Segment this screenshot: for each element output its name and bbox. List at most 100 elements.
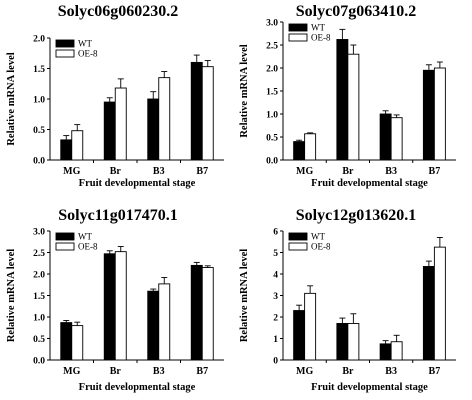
chart-title: Solyc11g017470.1 (58, 207, 178, 224)
bar-oe-8 (390, 341, 403, 361)
bar-wt (422, 69, 435, 161)
bar-wt (147, 98, 160, 161)
y-axis-label: Relative mRNA level (239, 249, 250, 342)
legend-swatch-wt (288, 23, 308, 32)
legend-swatch-wt (288, 232, 308, 241)
x-tick-label: Br (110, 366, 122, 377)
legend-label: OE-8 (78, 49, 98, 59)
y-tick-label: 5 (273, 249, 278, 259)
legend-label: WT (78, 232, 92, 242)
bar-oe-8 (201, 267, 214, 361)
legend-label: OE-8 (311, 242, 331, 252)
x-axis-label: Fruit developmental stage (311, 382, 428, 393)
x-tick-label: MG (63, 166, 80, 177)
bar-oe-8 (71, 130, 84, 161)
x-tick-label: B7 (196, 366, 208, 377)
bar-wt (147, 290, 160, 361)
x-tick-label: B3 (385, 366, 397, 377)
y-tick-label: 2.0 (33, 35, 45, 45)
bar-oe-8 (114, 87, 127, 161)
bar-oe-8 (433, 67, 446, 161)
y-tick-label: 3 (273, 292, 278, 302)
x-tick-label: Br (342, 366, 354, 377)
panel-3: Solyc11g017470.1 0.0 0.5 1.0 1.5 2.0 2.5 3.0 MG B… (6, 207, 224, 393)
y-tick-label: 0.5 (33, 335, 45, 345)
y-tick-label: 1.0 (266, 111, 278, 121)
bar-wt (422, 266, 435, 361)
chart-title: Solyc07g063410.2 (296, 3, 416, 20)
bar-wt (103, 253, 116, 361)
bar-wt (293, 310, 306, 361)
y-tick-label: 4 (273, 271, 278, 281)
y-tick-label: 1 (273, 335, 278, 345)
legend-label: WT (311, 23, 325, 33)
y-tick-label: 0 (273, 357, 278, 367)
x-axis-label: Fruit developmental stage (79, 178, 196, 189)
legend-swatch-wt (55, 232, 75, 241)
y-tick-label: 0.0 (33, 357, 45, 367)
chart-title: Solyc12g013620.1 (296, 207, 416, 224)
legend-label: WT (311, 232, 325, 242)
bar-oe-8 (71, 325, 84, 361)
bar-wt (190, 61, 203, 161)
bar-oe-8 (347, 323, 360, 361)
bar-oe-8 (433, 246, 446, 361)
legend-swatch-oe-8 (55, 49, 75, 58)
panel-2: Solyc07g063410.2 0.0 0.5 1.0 1.5 2.0 2.5 3.0 MG B… (239, 3, 456, 189)
y-axis-label: Relative mRNA level (6, 249, 17, 342)
y-tick-label: 2.0 (33, 271, 45, 281)
legend-swatch-wt (55, 39, 75, 48)
y-tick-label: 3.0 (33, 228, 45, 238)
x-axis-label: Fruit developmental stage (79, 382, 196, 393)
bar-oe-8 (201, 66, 214, 161)
y-tick-label: 3.0 (266, 19, 278, 29)
chart-title: Solyc06g060230.2 (58, 3, 178, 20)
x-tick-label: MG (63, 366, 80, 377)
x-tick-label: MG (296, 166, 313, 177)
bar-wt (336, 39, 349, 161)
bar-wt (190, 264, 203, 361)
x-tick-label: B7 (429, 366, 441, 377)
y-tick-label: 2.5 (266, 42, 278, 52)
bar-wt (293, 141, 306, 161)
y-tick-label: 2 (273, 314, 278, 324)
x-tick-label: Br (110, 166, 122, 177)
x-tick-label: B3 (153, 166, 165, 177)
y-axis-label: Relative mRNA level (6, 52, 17, 145)
x-tick-label: MG (296, 366, 313, 377)
y-tick-label: 1.0 (33, 96, 45, 106)
bar-oe-8 (304, 133, 317, 161)
bar-oe-8 (114, 251, 127, 361)
bar-wt (379, 113, 392, 161)
y-tick-label: 1.5 (266, 88, 278, 98)
x-tick-label: B3 (153, 366, 165, 377)
legend-label: OE-8 (311, 33, 331, 43)
x-tick-label: B7 (196, 166, 208, 177)
bar-oe-8 (304, 292, 317, 361)
bar-wt (379, 343, 392, 361)
legend-label: OE-8 (78, 242, 98, 252)
bar-wt (60, 322, 73, 361)
bar-oe-8 (158, 77, 171, 161)
bar-wt (336, 323, 349, 361)
y-tick-label: 0.5 (266, 134, 278, 144)
y-tick-label: 2.5 (33, 249, 45, 259)
legend-swatch-oe-8 (55, 242, 75, 251)
legend-label: WT (78, 39, 92, 49)
x-axis-label: Fruit developmental stage (311, 178, 428, 189)
y-tick-label: 1.0 (33, 314, 45, 324)
y-tick-label: 1.5 (33, 292, 45, 302)
x-tick-label: B7 (429, 166, 441, 177)
legend-swatch-oe-8 (288, 242, 308, 251)
panel-1: Solyc06g060230.2 0.0 0.5 1.0 1.5 2.0 MG Br B3 B7F… (6, 3, 224, 189)
y-tick-label: 1.5 (33, 65, 45, 75)
y-tick-label: 0.5 (33, 126, 45, 136)
bar-oe-8 (390, 117, 403, 161)
bar-oe-8 (347, 53, 360, 161)
bar-wt (103, 101, 116, 161)
y-tick-label: 2.0 (266, 65, 278, 75)
y-tick-label: 0.0 (266, 157, 278, 167)
legend-swatch-oe-8 (288, 33, 308, 42)
